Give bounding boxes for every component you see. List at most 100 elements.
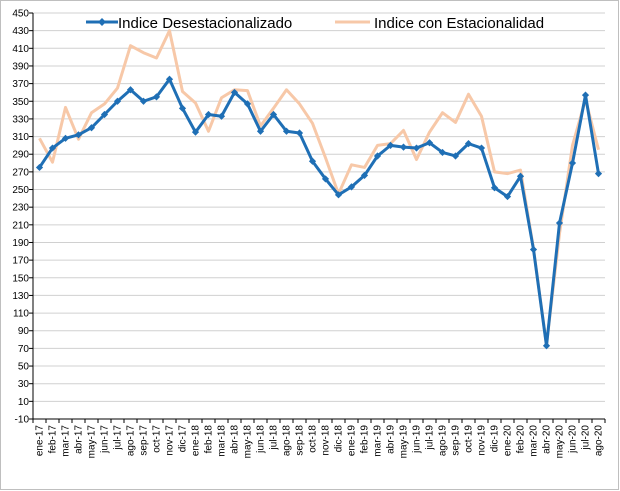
y-tick-label-12: 230 [12,203,29,214]
y-tick-label-22: 430 [12,26,29,37]
axes [32,13,605,420]
data-point-desestacionalizado-5 [100,110,109,119]
gridlines [33,12,605,420]
data-point-desestacionalizado-6 [113,97,122,105]
data-point-desestacionalizado-17 [256,127,265,135]
x-tick-label-3: abr-17 [74,425,85,454]
x-tick-label-18: jul-18 [269,425,280,451]
data-point-desestacionalizado-24 [347,183,356,191]
x-tick-label-28: may-19 [399,425,410,459]
x-tick-label-38: mar-20 [529,425,540,457]
data-point-desestacionalizado-35 [490,184,499,192]
data-point-desestacionalizado-13 [204,110,213,119]
x-tick-label-42: jul-20 [581,425,592,451]
x-tick-label-34: nov-19 [477,425,488,456]
legend-entry-estacionalidad: Indice con Estacionalidad [335,15,544,32]
data-point-desestacionalizado-16 [243,100,252,108]
y-tick-label-11: 210 [12,220,29,231]
x-tick-label-35: dic-19 [490,425,501,453]
data-point-desestacionalizado-37 [516,172,525,180]
y-tick-label-21: 410 [12,44,29,55]
x-tick-label-4: may-17 [87,425,98,459]
x-tick-label-33: oct-19 [464,425,475,453]
x-tick-label-41: jun-20 [568,425,579,454]
x-tick-label-43: ago-20 [594,425,605,457]
y-tick-label-19: 370 [12,79,29,90]
y-tick-label-6: 110 [13,309,29,320]
x-tick-label-37: feb-20 [516,425,527,454]
x-tick-label-10: nov-17 [165,425,176,456]
data-point-desestacionalizado-21 [308,157,317,165]
x-tick-label-16: may-18 [243,425,254,459]
data-point-desestacionalizado-26 [373,152,382,160]
y-tick-label-20: 390 [12,61,29,72]
data-point-desestacionalizado-27 [386,141,395,149]
x-tick-label-12: ene-18 [191,425,202,457]
y-axis-ticks: -10 10 30 50 70 90 110 130 150 170 190 210 230 250 270… [12,9,33,426]
x-tick-label-36: ene-20 [503,425,514,457]
x-tick-label-25: feb-19 [360,425,371,454]
x-tick-label-15: abr-18 [230,425,241,454]
data-point-desestacionalizado-7 [126,86,135,94]
data-point-desestacionalizado-19 [282,127,291,135]
data-point-desestacionalizado-22 [321,175,330,183]
x-tick-label-31: ago-19 [438,425,449,457]
series-line-desestacionalizado [38,77,600,348]
data-point-desestacionalizado-29 [412,144,421,152]
data-point-desestacionalizado-15 [230,88,239,97]
x-tick-label-6: jul-17 [113,425,124,451]
data-point-desestacionalizado-31 [438,148,447,157]
x-tick-label-14: mar-18 [217,425,228,457]
y-tick-label-15: 290 [12,150,29,161]
y-tick-label-16: 310 [12,132,29,143]
data-point-desestacionalizado-3 [74,131,83,139]
data-point-desestacionalizado-20 [295,129,304,137]
data-point-desestacionalizado-28 [399,143,408,151]
x-tick-label-2: mar-17 [61,425,72,457]
legend-label-estacionalidad: Indice con Estacionalidad [374,15,544,32]
x-tick-label-21: oct-18 [308,425,319,453]
x-tick-label-26: mar-19 [373,425,384,457]
x-tick-label-27: abr-19 [386,425,397,454]
data-point-desestacionalizado-0 [35,163,44,172]
x-tick-label-7: ago-17 [126,425,137,457]
x-tick-label-19: ago-18 [282,425,293,457]
data-point-desestacionalizado-36 [503,192,512,201]
y-tick-label-7: 130 [12,291,29,302]
data-point-desestacionalizado-32 [451,152,460,160]
y-tick-label-3: 50 [18,362,30,373]
legend: Indice Desestacionalizado Indice con Est… [86,15,544,32]
y-tick-label-23: 450 [12,9,29,20]
series-estacionalidad [38,29,600,347]
data-point-desestacionalizado-9 [152,93,161,101]
x-tick-label-8: sep-17 [139,425,150,456]
data-point-desestacionalizado-2 [61,134,70,142]
x-tick-label-22: nov-18 [321,425,332,456]
data-point-desestacionalizado-43 [594,170,603,178]
data-point-desestacionalizado-42 [581,91,590,99]
y-tick-label-1: 10 [18,397,30,408]
x-tick-label-23: dic-18 [334,425,345,453]
y-tick-label-17: 330 [12,114,29,125]
y-tick-label-18: 350 [12,97,29,108]
x-tick-label-40: may-20 [555,425,566,459]
x-tick-label-17: jun-18 [256,425,267,454]
legend-entry-desestacionalizado: Indice Desestacionalizado [86,15,292,32]
y-tick-label-5: 90 [18,326,30,337]
x-tick-label-1: feb-17 [48,425,59,454]
x-tick-label-11: dic-17 [178,425,189,453]
x-tick-label-29: jun-19 [412,425,423,454]
data-point-desestacionalizado-40 [555,219,564,227]
y-tick-label-14: 270 [12,167,29,178]
x-tick-label-30: jul-19 [425,425,436,451]
x-tick-label-24: ene-19 [347,425,358,457]
data-point-desestacionalizado-18 [269,110,278,119]
data-point-desestacionalizado-39 [542,342,551,350]
data-point-desestacionalizado-38 [529,245,538,254]
legend-marker-desestacionalizado [98,18,106,26]
data-point-desestacionalizado-11 [178,104,187,112]
data-point-desestacionalizado-23 [334,191,343,199]
x-tick-label-13: feb-18 [204,425,215,454]
y-tick-label-0: -10 [15,415,30,426]
